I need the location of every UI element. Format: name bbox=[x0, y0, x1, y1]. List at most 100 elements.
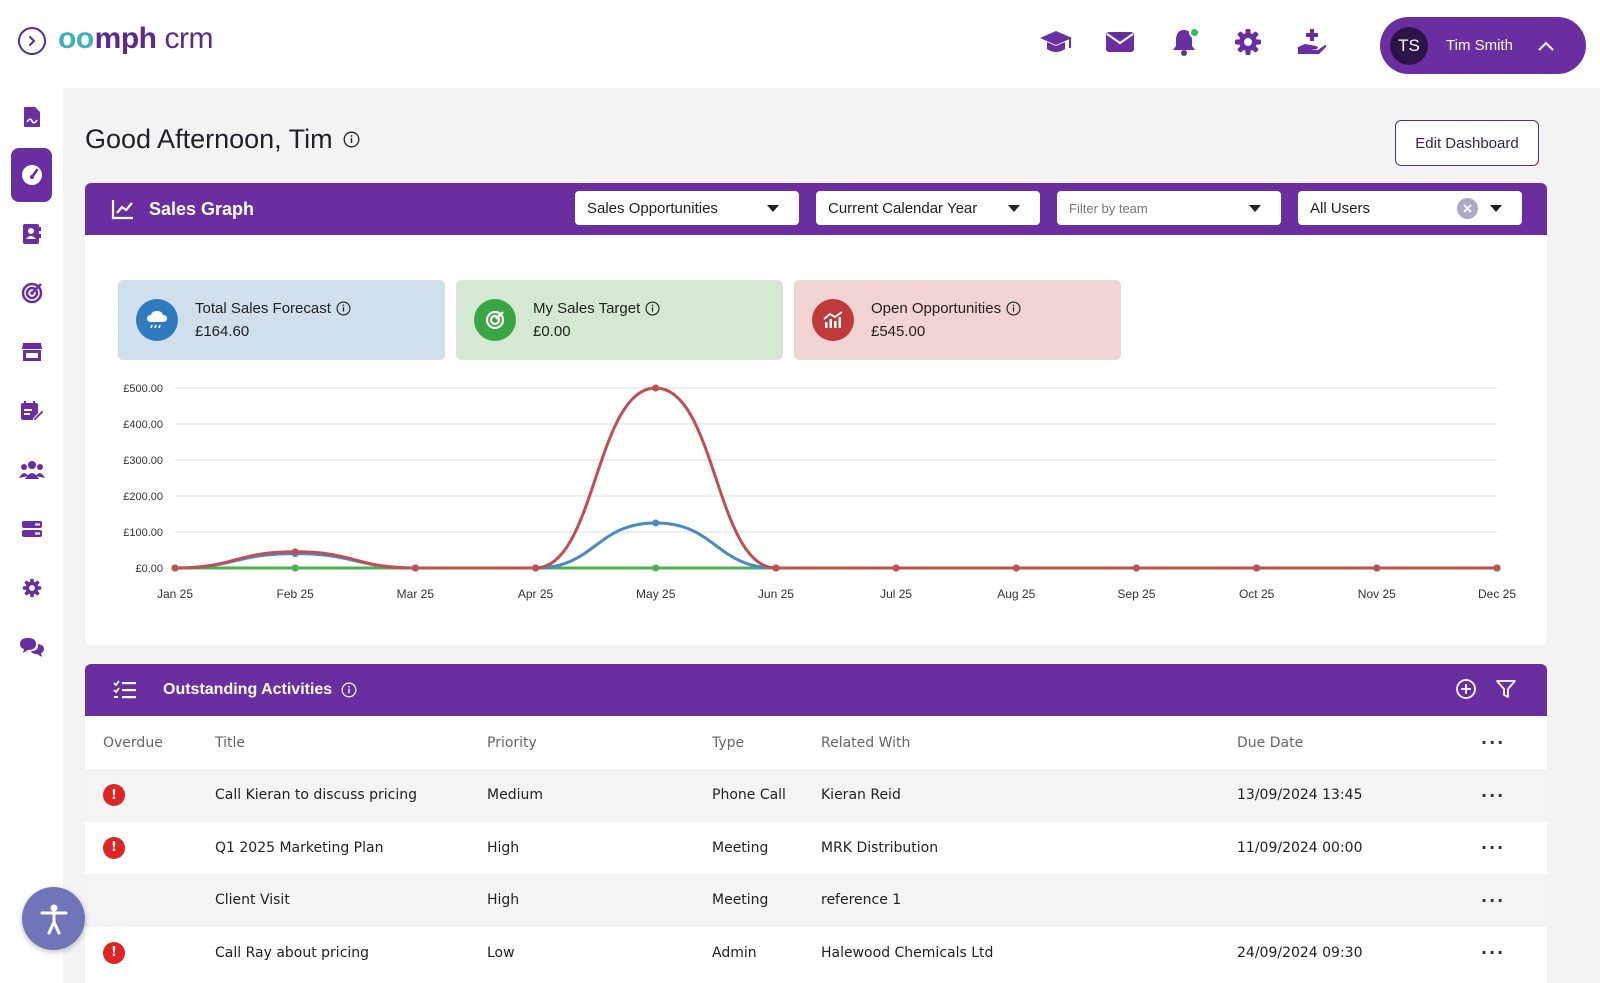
activity-due-date: 11/09/2024 00:00 bbox=[1237, 839, 1363, 856]
gauge-icon bbox=[21, 165, 42, 185]
activity-title[interactable]: Call Kieran to discuss pricing bbox=[215, 769, 487, 822]
period-select[interactable]: Current Calendar Year bbox=[816, 191, 1040, 225]
table-row[interactable]: Client Visit High Meeting reference 1 ··… bbox=[85, 874, 1547, 927]
hand-add-icon[interactable] bbox=[1294, 24, 1330, 60]
app-logo[interactable]: oo mph crm bbox=[58, 22, 213, 56]
data-point bbox=[291, 548, 299, 556]
column-header-type[interactable]: Type bbox=[712, 734, 745, 751]
kpi-my-sales-target: My Sales Target £0.00 bbox=[456, 280, 783, 360]
activity-related[interactable]: reference 1 bbox=[821, 874, 1237, 927]
target-icon bbox=[21, 282, 42, 303]
series-line bbox=[174, 386, 1497, 570]
column-header-overdue[interactable]: Overdue bbox=[103, 734, 163, 751]
kpi-total-sales-forecast: Total Sales Forecast £164.60 bbox=[118, 280, 445, 360]
x-tick-label: Feb 25 bbox=[277, 587, 315, 601]
info-icon[interactable] bbox=[343, 131, 360, 148]
data-point bbox=[652, 564, 660, 572]
overdue-alert-icon: ! bbox=[103, 941, 125, 964]
sidebar-item-chat[interactable] bbox=[11, 626, 52, 667]
table-row[interactable]: ! Q1 2025 Marketing Plan High Meeting MR… bbox=[85, 822, 1547, 875]
activity-type: Meeting bbox=[712, 874, 821, 927]
edit-dashboard-button[interactable]: Edit Dashboard bbox=[1395, 120, 1539, 166]
sidebar-toggle-button[interactable] bbox=[18, 27, 46, 55]
info-icon[interactable] bbox=[1006, 301, 1021, 316]
user-menu-button[interactable]: TS Tim Smith bbox=[1380, 17, 1586, 74]
filter-icon[interactable] bbox=[1495, 678, 1517, 700]
activity-related[interactable]: Kieran Reid bbox=[821, 769, 1237, 822]
avatar: TS bbox=[1390, 26, 1428, 65]
data-point bbox=[1253, 564, 1261, 572]
row-actions-icon[interactable]: ··· bbox=[1481, 943, 1506, 963]
activity-title[interactable]: Q1 2025 Marketing Plan bbox=[215, 839, 384, 856]
info-icon[interactable] bbox=[341, 682, 357, 698]
column-header-due-date[interactable]: Due Date bbox=[1237, 734, 1304, 751]
sidebar-item-teams[interactable] bbox=[11, 449, 52, 490]
gear-icon bbox=[22, 578, 41, 597]
activity-type: Phone Call bbox=[712, 769, 821, 822]
x-tick-label: Oct 25 bbox=[1239, 587, 1275, 601]
gear-icon[interactable] bbox=[1230, 24, 1266, 60]
sidebar-item-dashboard[interactable] bbox=[11, 148, 52, 202]
column-header-related[interactable]: Related With bbox=[821, 734, 911, 751]
sidebar-item-contacts[interactable] bbox=[11, 213, 52, 254]
activity-title[interactable]: Call Ray about pricing bbox=[215, 944, 370, 961]
x-tick-label: Sep 25 bbox=[1117, 587, 1155, 601]
data-point bbox=[411, 564, 419, 572]
chart-bars-icon bbox=[812, 299, 854, 341]
row-actions-icon[interactable]: ··· bbox=[1481, 838, 1506, 858]
activity-type: Admin bbox=[712, 944, 757, 961]
graduation-cap-icon[interactable] bbox=[1038, 24, 1074, 60]
users-select[interactable]: All Users bbox=[1298, 191, 1522, 225]
x-tick-label: Apr 25 bbox=[518, 587, 554, 601]
activity-title[interactable]: Client Visit bbox=[215, 874, 487, 927]
activities-header: Outstanding Activities bbox=[85, 664, 1547, 716]
table-row[interactable]: ! Call Kieran to discuss pricing Medium … bbox=[85, 769, 1547, 822]
add-activity-icon[interactable] bbox=[1455, 678, 1477, 700]
sidebar-item-calendar[interactable] bbox=[11, 390, 52, 431]
logo-mark: oo bbox=[58, 22, 94, 55]
info-icon[interactable] bbox=[645, 301, 660, 316]
activity-priority: High bbox=[487, 874, 712, 927]
mail-icon[interactable] bbox=[1102, 24, 1138, 60]
main-content: Good Afternoon, Tim Edit Dashboard Sales… bbox=[63, 88, 1600, 983]
row-actions-icon[interactable]: ··· bbox=[1481, 785, 1506, 805]
overdue-alert-icon: ! bbox=[103, 836, 125, 859]
logo-brand: mph bbox=[94, 22, 157, 55]
sidebar-item-store[interactable] bbox=[11, 331, 52, 372]
period-select-value: Current Calendar Year bbox=[828, 199, 978, 217]
calendar-edit-icon bbox=[20, 400, 44, 422]
outstanding-activities-card: Outstanding Activities Overdue Title Pri… bbox=[85, 664, 1547, 983]
server-icon bbox=[21, 520, 42, 537]
kpi-label: Open Opportunities bbox=[871, 300, 1002, 317]
sidebar-item-targets[interactable] bbox=[11, 272, 52, 313]
activity-related[interactable]: Halewood Chemicals Ltd bbox=[821, 944, 994, 961]
table-row[interactable]: ! Call Ray about pricing Low Admin Halew… bbox=[85, 927, 1547, 980]
series-line bbox=[174, 521, 1497, 570]
type-select[interactable]: Sales Opportunities bbox=[575, 191, 799, 225]
target-icon bbox=[474, 299, 516, 341]
bell-icon[interactable] bbox=[1166, 24, 1202, 60]
data-point bbox=[892, 564, 900, 572]
column-header-title[interactable]: Title bbox=[215, 734, 246, 751]
team-filter-select[interactable]: Filter by team bbox=[1057, 191, 1281, 225]
activities-table: Overdue Title Priority Type Related With… bbox=[85, 716, 1547, 979]
data-point bbox=[652, 519, 660, 527]
activity-related[interactable]: MRK Distribution bbox=[821, 839, 939, 856]
y-tick-label: £100.00 bbox=[123, 527, 163, 539]
row-actions-icon[interactable]: ··· bbox=[1481, 890, 1506, 910]
more-options-icon[interactable]: ··· bbox=[1481, 733, 1506, 752]
clear-icon[interactable] bbox=[1457, 198, 1478, 219]
sidebar-item-settings[interactable] bbox=[11, 567, 52, 608]
accessibility-button[interactable] bbox=[22, 887, 85, 950]
checklist-icon bbox=[113, 680, 136, 699]
data-point bbox=[652, 384, 660, 392]
sidebar-item-documents[interactable] bbox=[11, 96, 52, 137]
data-point bbox=[532, 564, 540, 572]
data-point bbox=[1012, 564, 1020, 572]
sales-graph-header: Sales Graph Sales Opportunities Current … bbox=[85, 183, 1547, 235]
column-header-priority[interactable]: Priority bbox=[487, 734, 537, 751]
info-icon[interactable] bbox=[336, 301, 351, 316]
sidebar-item-servers[interactable] bbox=[11, 508, 52, 549]
activity-due-date: 24/09/2024 09:30 bbox=[1237, 944, 1363, 961]
user-name: Tim Smith bbox=[1446, 37, 1513, 54]
